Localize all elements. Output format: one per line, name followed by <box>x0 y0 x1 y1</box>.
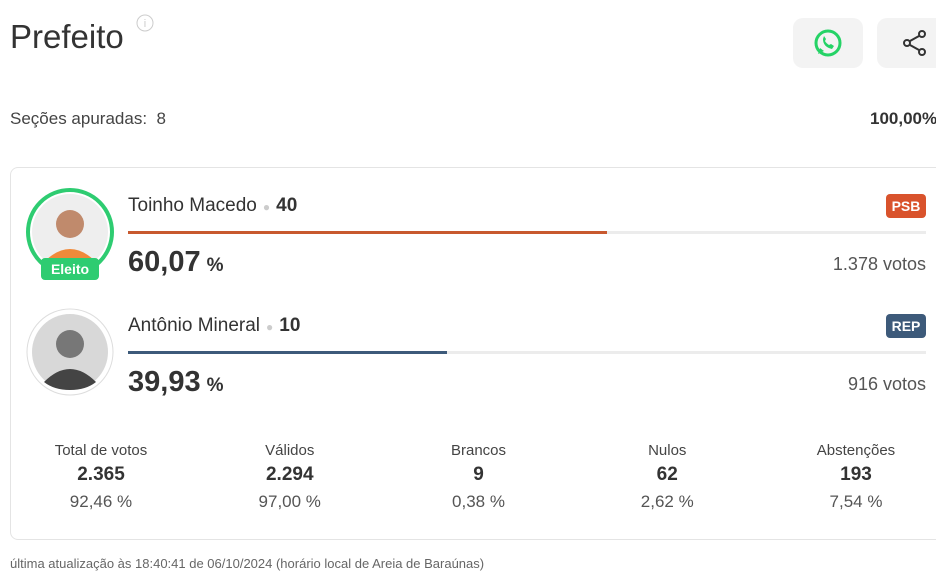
candidate-number: 10 <box>279 315 301 336</box>
stat-label: Nulos <box>648 442 687 459</box>
votes: 916 votos <box>847 374 926 394</box>
bar-fill <box>128 231 608 234</box>
stat-label: Brancos <box>450 442 507 459</box>
stat-value: 2.294 <box>265 464 314 485</box>
stat-percent: 2,62 % <box>640 492 694 511</box>
candidate: Toinho Macedo ● 40 <box>128 195 297 217</box>
stat-percent: 92,46 % <box>69 492 133 511</box>
stat-value: 9 <box>473 464 484 485</box>
share-button[interactable] <box>877 18 936 68</box>
votes: 1.378 votos <box>832 254 926 274</box>
stat-percent: 7,54 % <box>829 492 883 511</box>
stat-percent: 0,38 % <box>452 492 505 511</box>
candidate: Antônio Mineral ● 10 <box>128 315 300 337</box>
title: Prefeito <box>10 18 124 55</box>
svg-text:i: i <box>144 18 146 30</box>
avatar-ring <box>26 308 114 396</box>
avatar-head <box>56 330 84 358</box>
candidate-name: Toinho Macedo <box>128 195 257 216</box>
stat: Válidos 2.294 97,00 % <box>200 442 380 512</box>
bar-fill <box>128 351 447 354</box>
stat: Nulos 62 2,62 % <box>577 442 757 512</box>
stat-label: Válidos <box>265 442 315 459</box>
percentage-unit: % <box>206 255 224 276</box>
stat-percent: 97,00 % <box>258 492 321 511</box>
party-badge: REP <box>886 314 926 338</box>
avatar <box>26 308 114 396</box>
percentage-value: 39,93 <box>128 366 201 398</box>
avatar-head <box>56 210 84 238</box>
percent-counted: 100,00% <box>870 109 936 128</box>
percentage-value: 60,07 <box>128 246 201 278</box>
sections: Seções apuradas: 8 <box>10 109 166 128</box>
avatar-body <box>44 369 96 390</box>
stat-label: Abstenções <box>816 442 896 459</box>
stat-label: Total de votos <box>54 442 148 459</box>
bar-track <box>128 351 926 354</box>
stat-value: 2.365 <box>77 464 125 485</box>
separator: ● <box>266 320 274 334</box>
stat-value: 193 <box>840 464 872 485</box>
stat: Total de votos 2.365 92,46 % <box>11 442 191 512</box>
whatsapp-button[interactable] <box>793 18 863 68</box>
percentage: 39,93% <box>128 366 223 399</box>
footer: última atualização às 18:40:41 de 06/10/… <box>10 556 485 571</box>
separator: ● <box>262 200 271 214</box>
stat: Brancos 9 0,38 % <box>389 442 569 512</box>
percentage: 60,07% <box>128 246 223 279</box>
elected-badge: Eleito <box>41 258 99 280</box>
info-icon[interactable]: i <box>136 14 154 32</box>
results-card <box>10 167 936 540</box>
candidate-name: Antônio Mineral <box>128 315 261 336</box>
party-badge: PSB <box>886 194 926 218</box>
bar-track <box>128 231 926 234</box>
percentage-unit: % <box>206 375 224 396</box>
stat-value: 62 <box>656 464 678 485</box>
stat: Abstenções 193 7,54 % <box>766 442 936 512</box>
candidate-number: 40 <box>276 195 298 216</box>
